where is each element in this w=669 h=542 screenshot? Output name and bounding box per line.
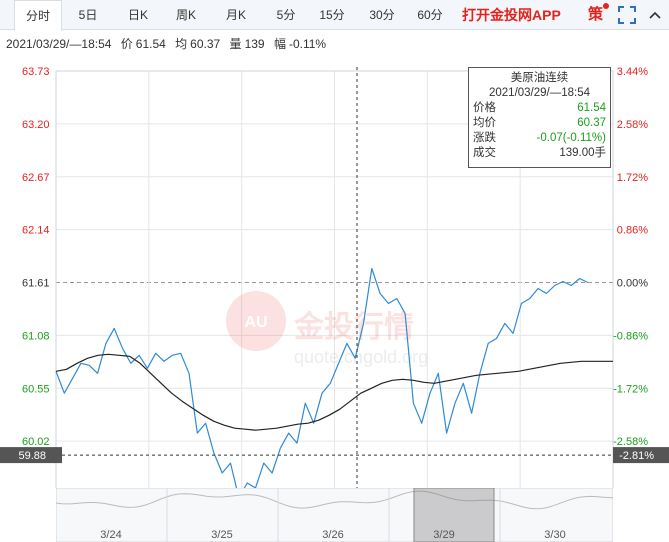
pct-tick-label: 0.00%	[617, 278, 648, 290]
notification-dot	[603, 3, 609, 9]
pct-tick-label: 0.86%	[617, 225, 648, 237]
navigator-date-label: 3/24	[100, 529, 121, 541]
navigator-background	[56, 488, 613, 542]
navigator-selection	[413, 488, 495, 542]
crosshair-price-label: 59.88	[18, 450, 46, 462]
watermark-brand: 金投行情	[293, 310, 414, 345]
y-tick-label: 61.61	[22, 278, 50, 290]
chart-axes: 63.73 3.44% 63.20 2.58% 62.67 1.72% 62.14 0.86%…	[22, 66, 648, 448]
y-tick-label: 60.55	[22, 383, 50, 395]
tooltip-value: 61.54	[577, 102, 606, 114]
pct-tick-label: -2.58%	[613, 436, 648, 448]
tooltip-row-change: 涨跌 -0.07(-0.11%)	[473, 131, 606, 146]
tab-weekly-k[interactable]: 周K	[175, 8, 196, 22]
tooltip-label: 均价	[473, 117, 496, 129]
y-tick-label: 61.08	[22, 330, 50, 342]
crosshair-pct-box	[613, 447, 669, 464]
tooltip-time: 2021/03/29/—18:54	[488, 87, 591, 99]
info-avg-label: 均	[175, 37, 188, 51]
tooltip-row-volume: 成交 139.00手	[473, 146, 606, 161]
pct-tick-label: -1.72%	[613, 383, 648, 395]
info-change-label: 幅	[273, 37, 286, 51]
tooltip-title: 美原油连续	[510, 72, 569, 84]
period-tab-bar: 分时 5日 日K 周K 月K 5分 15分 30分 60分 打开金投网APP 策	[0, 0, 669, 31]
navigator-date-label: 3/29	[433, 529, 454, 541]
crosshair-pct-label: -2.81%	[619, 450, 654, 462]
info-change: -0.11%	[288, 37, 327, 51]
fullscreen-icon[interactable]	[618, 6, 636, 24]
quote-info-bar: 2021/03/29/—18:54 价 61.54 均 60.37 量 139 幅 -0…	[0, 31, 669, 57]
tooltip-row-price: 价格 61.54	[473, 101, 606, 116]
info-price-label: 价	[120, 37, 133, 51]
info-datetime: 2021/03/29/—18:54	[6, 37, 112, 51]
tab-60-min[interactable]: 60分	[417, 8, 443, 22]
y-tick-label: 63.73	[22, 66, 50, 78]
tooltip-value: 139.00手	[559, 147, 606, 159]
navigator-date-label: 3/30	[544, 529, 565, 541]
y-tick-label: 63.20	[22, 119, 50, 131]
pct-tick-label: 3.44%	[617, 66, 648, 78]
chevron-up-icon[interactable]	[648, 8, 662, 22]
watermark: AU 金投行情 quote.cngold.org	[226, 291, 428, 367]
pct-tick-label: 1.72%	[617, 172, 648, 184]
y-tick-label: 62.67	[22, 172, 50, 184]
y-tick-label: 60.02	[22, 436, 50, 448]
tooltip-label: 涨跌	[473, 132, 496, 144]
tooltip-value: -0.07(-0.11%)	[536, 132, 606, 144]
tooltip-value: 60.37	[577, 117, 606, 129]
watermark-logo-icon	[226, 291, 286, 351]
tab-30-min[interactable]: 30分	[369, 8, 395, 22]
tab-intraday[interactable]: 分时	[14, 0, 62, 31]
info-volume-label: 量	[229, 37, 242, 51]
chart-series	[55, 267, 613, 488]
info-avg: 60.37	[190, 37, 221, 51]
tooltip-label: 成交	[473, 147, 496, 159]
info-volume: 139	[244, 37, 265, 51]
navigator-silhouette	[56, 490, 613, 510]
strategy-button[interactable]: 策	[588, 6, 604, 23]
info-price: 61.54	[135, 37, 166, 51]
average-price-line	[55, 353, 613, 431]
plot-border	[55, 70, 614, 488]
y-tick-label: 62.14	[22, 225, 50, 237]
navigator-date-label: 3/26	[322, 529, 343, 541]
intraday-chart[interactable]: AU 金投行情 quote.cngold.org 63.73 3.44% 63.20…	[0, 57, 669, 488]
tab-daily-k[interactable]: 日K	[127, 8, 148, 22]
tab-15-min[interactable]: 15分	[319, 8, 345, 22]
navigator-date-label: 3/25	[211, 529, 232, 541]
watermark-logo-text: AU	[244, 314, 267, 331]
watermark-url: quote.cngold.org	[294, 347, 428, 367]
crosshair-price-box	[0, 447, 62, 464]
pct-tick-label: 2.58%	[617, 119, 648, 131]
tab-5-min[interactable]: 5分	[276, 8, 296, 22]
pct-tick-label: -0.86%	[613, 330, 648, 342]
tooltip-row-avg: 均价 60.37	[473, 116, 606, 131]
tab-5-day[interactable]: 5日	[78, 8, 98, 22]
price-line	[55, 267, 589, 488]
data-tooltip: 美原油连续 2021/03/29/—18:54 价格 61.54 均价 60.3…	[468, 67, 611, 168]
open-app-link[interactable]: 打开金投网APP	[462, 7, 561, 23]
tab-monthly-k[interactable]: 月K	[225, 8, 246, 22]
range-navigator[interactable]: 3/24 3/25 3/26 3/29 3/30	[56, 488, 613, 542]
chart-overlays: 2021/03/29/—18:54 59.88 -2.81%	[0, 67, 669, 488]
tooltip-label: 价格	[473, 102, 496, 114]
